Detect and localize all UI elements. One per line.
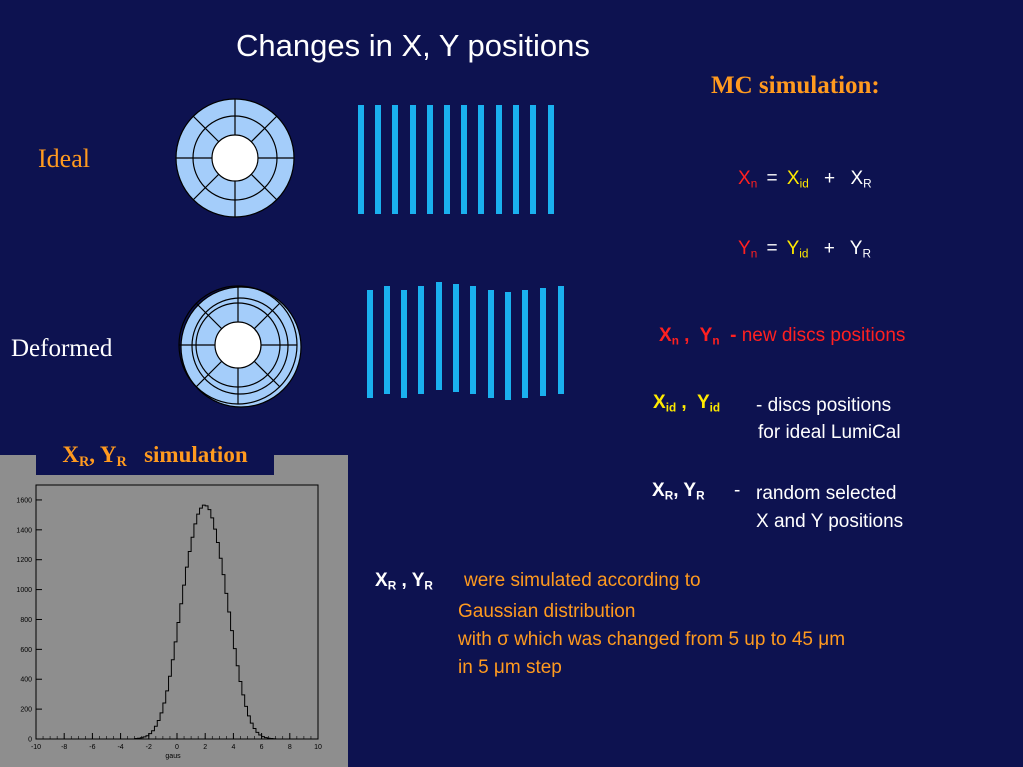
y-tick-label: 1400	[16, 527, 32, 534]
plus-sign: +	[823, 238, 835, 259]
deformed-strips	[367, 282, 564, 400]
definition-random-positions: XR, YR	[652, 480, 705, 502]
definition-random-dash: -	[734, 480, 741, 501]
mc-simulation-heading: MC simulation:	[711, 72, 880, 99]
simulation-box-label: XR, YR simulation	[36, 437, 274, 475]
y-tick-label: 0	[28, 737, 32, 744]
simulation-note-line4: in 5 μm step	[458, 657, 562, 678]
y-tick-label: 1200	[16, 557, 32, 564]
simulation-note-line2: Gaussian distribution	[458, 601, 636, 622]
ideal-strips	[358, 105, 554, 214]
y-tick-label: 1600	[16, 497, 32, 504]
xr-term: XR	[850, 168, 872, 191]
equation-y: Yn = Yid + YR	[738, 238, 871, 260]
y-tick-label: 600	[20, 647, 32, 654]
histogram-series	[134, 504, 277, 740]
x-tick-label: 2	[203, 744, 207, 751]
equation-x: Xn = Xid + XR	[738, 168, 872, 190]
x-tick-label: 6	[260, 744, 264, 751]
ideal-disc	[175, 98, 295, 218]
x-tick-label: 0	[175, 744, 179, 751]
definition-ideal-positions: Xid , Yid	[653, 392, 720, 414]
plot-frame	[35, 484, 319, 740]
deformed-strips-diagram	[367, 282, 564, 400]
definition-label: Xid , Yid	[653, 392, 721, 415]
x-tick-label: -2	[146, 744, 152, 751]
y-tick-label: 800	[20, 617, 32, 624]
y-tick-label: 400	[20, 677, 32, 684]
xn-term: Xn	[738, 168, 758, 191]
definition-text: new discs positions	[736, 325, 906, 346]
simulation-note-label: XR , YR	[375, 570, 433, 593]
definition-label: XR, YR	[652, 480, 705, 503]
simulation-note-line1: were simulated according to	[464, 570, 701, 591]
histogram-chart: 0 200 400 600 800 1000 1200 1400 1600 -10 -8 -6 -4 -…	[16, 484, 322, 760]
deformed-label: Deformed	[11, 335, 113, 362]
simulation-note-line3: with σ which was changed from 5 up to 45…	[458, 629, 846, 650]
yid-term: Yid	[786, 238, 809, 261]
x-tick-label: -4	[117, 744, 123, 751]
ideal-label: Ideal	[38, 144, 90, 173]
yr-term: YR	[849, 238, 871, 261]
ideal-disc-diagram	[175, 98, 295, 218]
x-axis-label: gaus	[165, 753, 181, 760]
definition-ideal-text: - discs positions for ideal LumiCal	[756, 395, 901, 443]
definition-label: Xn , Yn -	[659, 325, 737, 348]
deformed-disc	[178, 285, 302, 408]
x-tick-label: 10	[314, 744, 322, 751]
xid-term: Xid	[786, 168, 809, 191]
eq-sign: =	[766, 168, 778, 189]
x-tick-label: 8	[288, 744, 292, 751]
plus-sign: +	[824, 168, 836, 189]
y-tick-label: 200	[20, 707, 32, 714]
x-tick-label: -6	[89, 744, 95, 751]
yn-term: Yn	[738, 238, 758, 261]
y-tick-label: 1000	[16, 587, 32, 594]
simulation-note-body: Gaussian distribution with σ which was c…	[458, 598, 845, 682]
x-tick-label: -8	[61, 744, 67, 751]
definition-new-positions: Xn , Yn - new discs positions	[659, 325, 905, 347]
histogram-panel	[0, 455, 348, 767]
eq-sign: =	[766, 238, 778, 259]
x-tick-label: -10	[31, 744, 41, 751]
deformed-disc-diagram	[178, 285, 302, 408]
x-tick-label: 4	[231, 744, 235, 751]
slide-title: Changes in X, Y positions	[236, 28, 590, 63]
ideal-strips-diagram	[358, 105, 554, 214]
definition-random-text: random selected X and Y positions	[756, 483, 904, 532]
